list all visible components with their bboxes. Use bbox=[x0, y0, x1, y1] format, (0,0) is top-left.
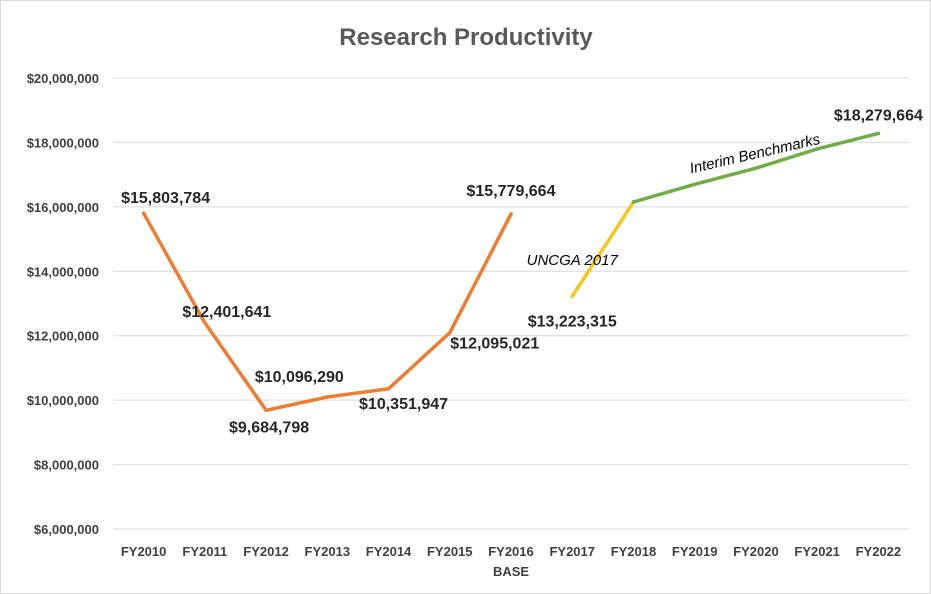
y-tick-label: $18,000,000 bbox=[27, 135, 99, 150]
series-line-1 bbox=[570, 200, 636, 299]
x-axis: FY2010 FY2011 FY2012 FY2013 FY2014 FY2015 FY20… bbox=[113, 528, 909, 579]
y-tick-label: $16,000,000 bbox=[27, 200, 99, 215]
x-tick-label: FY2020 bbox=[733, 544, 779, 559]
data-point bbox=[325, 395, 330, 399]
data-point bbox=[815, 147, 819, 151]
data-point bbox=[264, 408, 268, 413]
data-label: $13,223,315 bbox=[528, 313, 617, 330]
x-tick-label: FY2011 bbox=[182, 544, 227, 559]
data-point bbox=[631, 200, 636, 204]
x-tick-label: FY2015 bbox=[427, 544, 473, 559]
x-tick-label: FY2017 bbox=[549, 544, 595, 559]
chart-title: Research Productivity bbox=[339, 24, 593, 51]
data-point bbox=[386, 387, 391, 391]
data-label: $15,779,664 bbox=[467, 183, 556, 200]
series-lines bbox=[141, 131, 881, 413]
x-tick-label: FY2013 bbox=[305, 544, 351, 559]
x-tick-label: FY2019 bbox=[672, 544, 718, 559]
y-tick-label: $20,000,000 bbox=[27, 71, 99, 86]
data-point bbox=[876, 131, 881, 136]
y-tick-label: $8,000,000 bbox=[34, 458, 99, 473]
x-tick-label: FY2021 bbox=[794, 544, 840, 559]
data-label: $18,279,664 bbox=[834, 107, 923, 124]
y-tick-label: $6,000,000 bbox=[34, 522, 99, 537]
data-point bbox=[448, 330, 452, 335]
data-label: $15,803,784 bbox=[121, 190, 210, 207]
data-label: $12,095,021 bbox=[450, 336, 539, 353]
x-tick-label: FY2022 bbox=[856, 544, 902, 559]
x-tick-label: FY2016 bbox=[488, 544, 534, 559]
data-point bbox=[203, 321, 207, 325]
y-axis: $6,000,000 $8,000,000 $10,000,000 $12,000,0… bbox=[27, 71, 99, 537]
x-tick-label: FY2012 bbox=[243, 544, 289, 559]
y-tick-label: $10,000,000 bbox=[27, 393, 99, 408]
data-point bbox=[692, 182, 697, 187]
x-tick-label: FY2014 bbox=[366, 544, 412, 559]
x-tick-label: FY2010 bbox=[121, 544, 167, 559]
annotation-label: UNCGA 2017 bbox=[527, 252, 619, 269]
x-tick-sublabel: BASE bbox=[493, 564, 529, 579]
gridlines bbox=[113, 77, 909, 530]
x-tick-label: FY2018 bbox=[611, 544, 657, 559]
data-label: $9,684,798 bbox=[229, 419, 309, 436]
data-label: $10,351,947 bbox=[359, 396, 448, 413]
data-point bbox=[141, 211, 146, 215]
data-point bbox=[570, 294, 574, 299]
y-tick-label: $12,000,000 bbox=[27, 329, 99, 344]
data-label: $10,096,290 bbox=[255, 369, 344, 386]
data-label: $12,401,641 bbox=[182, 304, 271, 321]
data-point bbox=[509, 212, 513, 216]
data-point bbox=[754, 166, 758, 170]
data-labels: $15,803,784 $12,401,641 $9,684,798 $10,096,… bbox=[121, 107, 923, 436]
y-tick-label: $14,000,000 bbox=[27, 264, 99, 279]
